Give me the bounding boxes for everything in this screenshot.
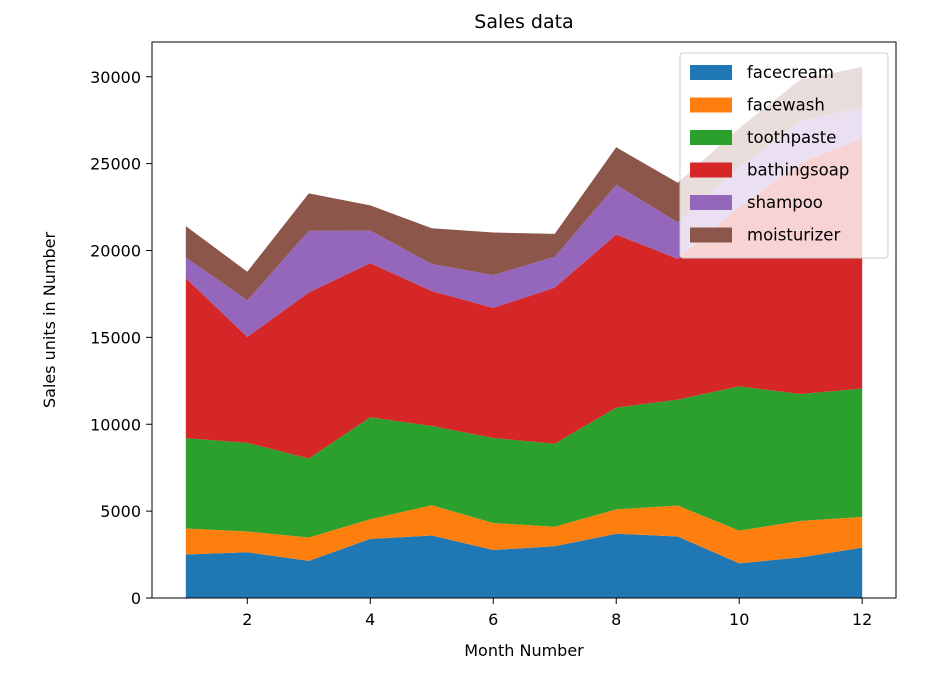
plot-frame xyxy=(151,41,897,599)
x-tick-label: 4 xyxy=(365,610,375,629)
legend-swatch-shampoo xyxy=(690,195,732,210)
area-toothpaste xyxy=(185,386,863,538)
area-facecream xyxy=(185,533,863,598)
chart-title: Sales data xyxy=(474,11,573,33)
x-axis-label: Month Number xyxy=(464,641,584,660)
y-tick-label: 0 xyxy=(131,589,141,608)
legend-label-toothpaste: toothpaste xyxy=(747,128,836,147)
legend-label-moisturizer: moisturizer xyxy=(747,226,840,245)
legend: facecream facewash toothpaste bathingsoap sh… xyxy=(679,52,889,259)
legend-label-shampoo: shampoo xyxy=(747,193,823,212)
x-tick-label: 10 xyxy=(729,610,749,629)
legend-swatch-bathingsoap xyxy=(690,162,732,178)
y-tick-label: 30000 xyxy=(90,68,141,87)
x-tick-label: 6 xyxy=(488,610,498,629)
x-tick-label: 12 xyxy=(852,610,872,629)
legend-swatch-facecream xyxy=(690,65,732,80)
area-bathingsoap xyxy=(185,138,863,459)
y-axis-ticks: 0 5000 10000 15000 20000 25000 30000 xyxy=(90,68,152,608)
legend-label-bathingsoap: bathingsoap xyxy=(747,161,849,180)
legend-swatch-moisturizer xyxy=(690,227,732,243)
legend-swatch-facewash xyxy=(690,97,732,113)
x-tick-label: 2 xyxy=(242,610,252,629)
y-tick-label: 20000 xyxy=(90,242,141,261)
y-tick-label: 10000 xyxy=(90,415,141,434)
legend-label-facecream: facecream xyxy=(747,63,834,82)
y-tick-label: 5000 xyxy=(100,502,141,521)
y-tick-label: 25000 xyxy=(90,155,141,174)
y-axis-label: Sales units in Number xyxy=(40,232,59,408)
y-tick-label: 15000 xyxy=(90,328,141,347)
legend-swatch-toothpaste xyxy=(690,130,732,145)
x-tick-label: 8 xyxy=(611,610,621,629)
legend-label-facewash: facewash xyxy=(747,96,825,115)
x-axis-ticks: 2 4 6 8 10 12 xyxy=(242,598,872,629)
area-facewash xyxy=(185,505,863,564)
